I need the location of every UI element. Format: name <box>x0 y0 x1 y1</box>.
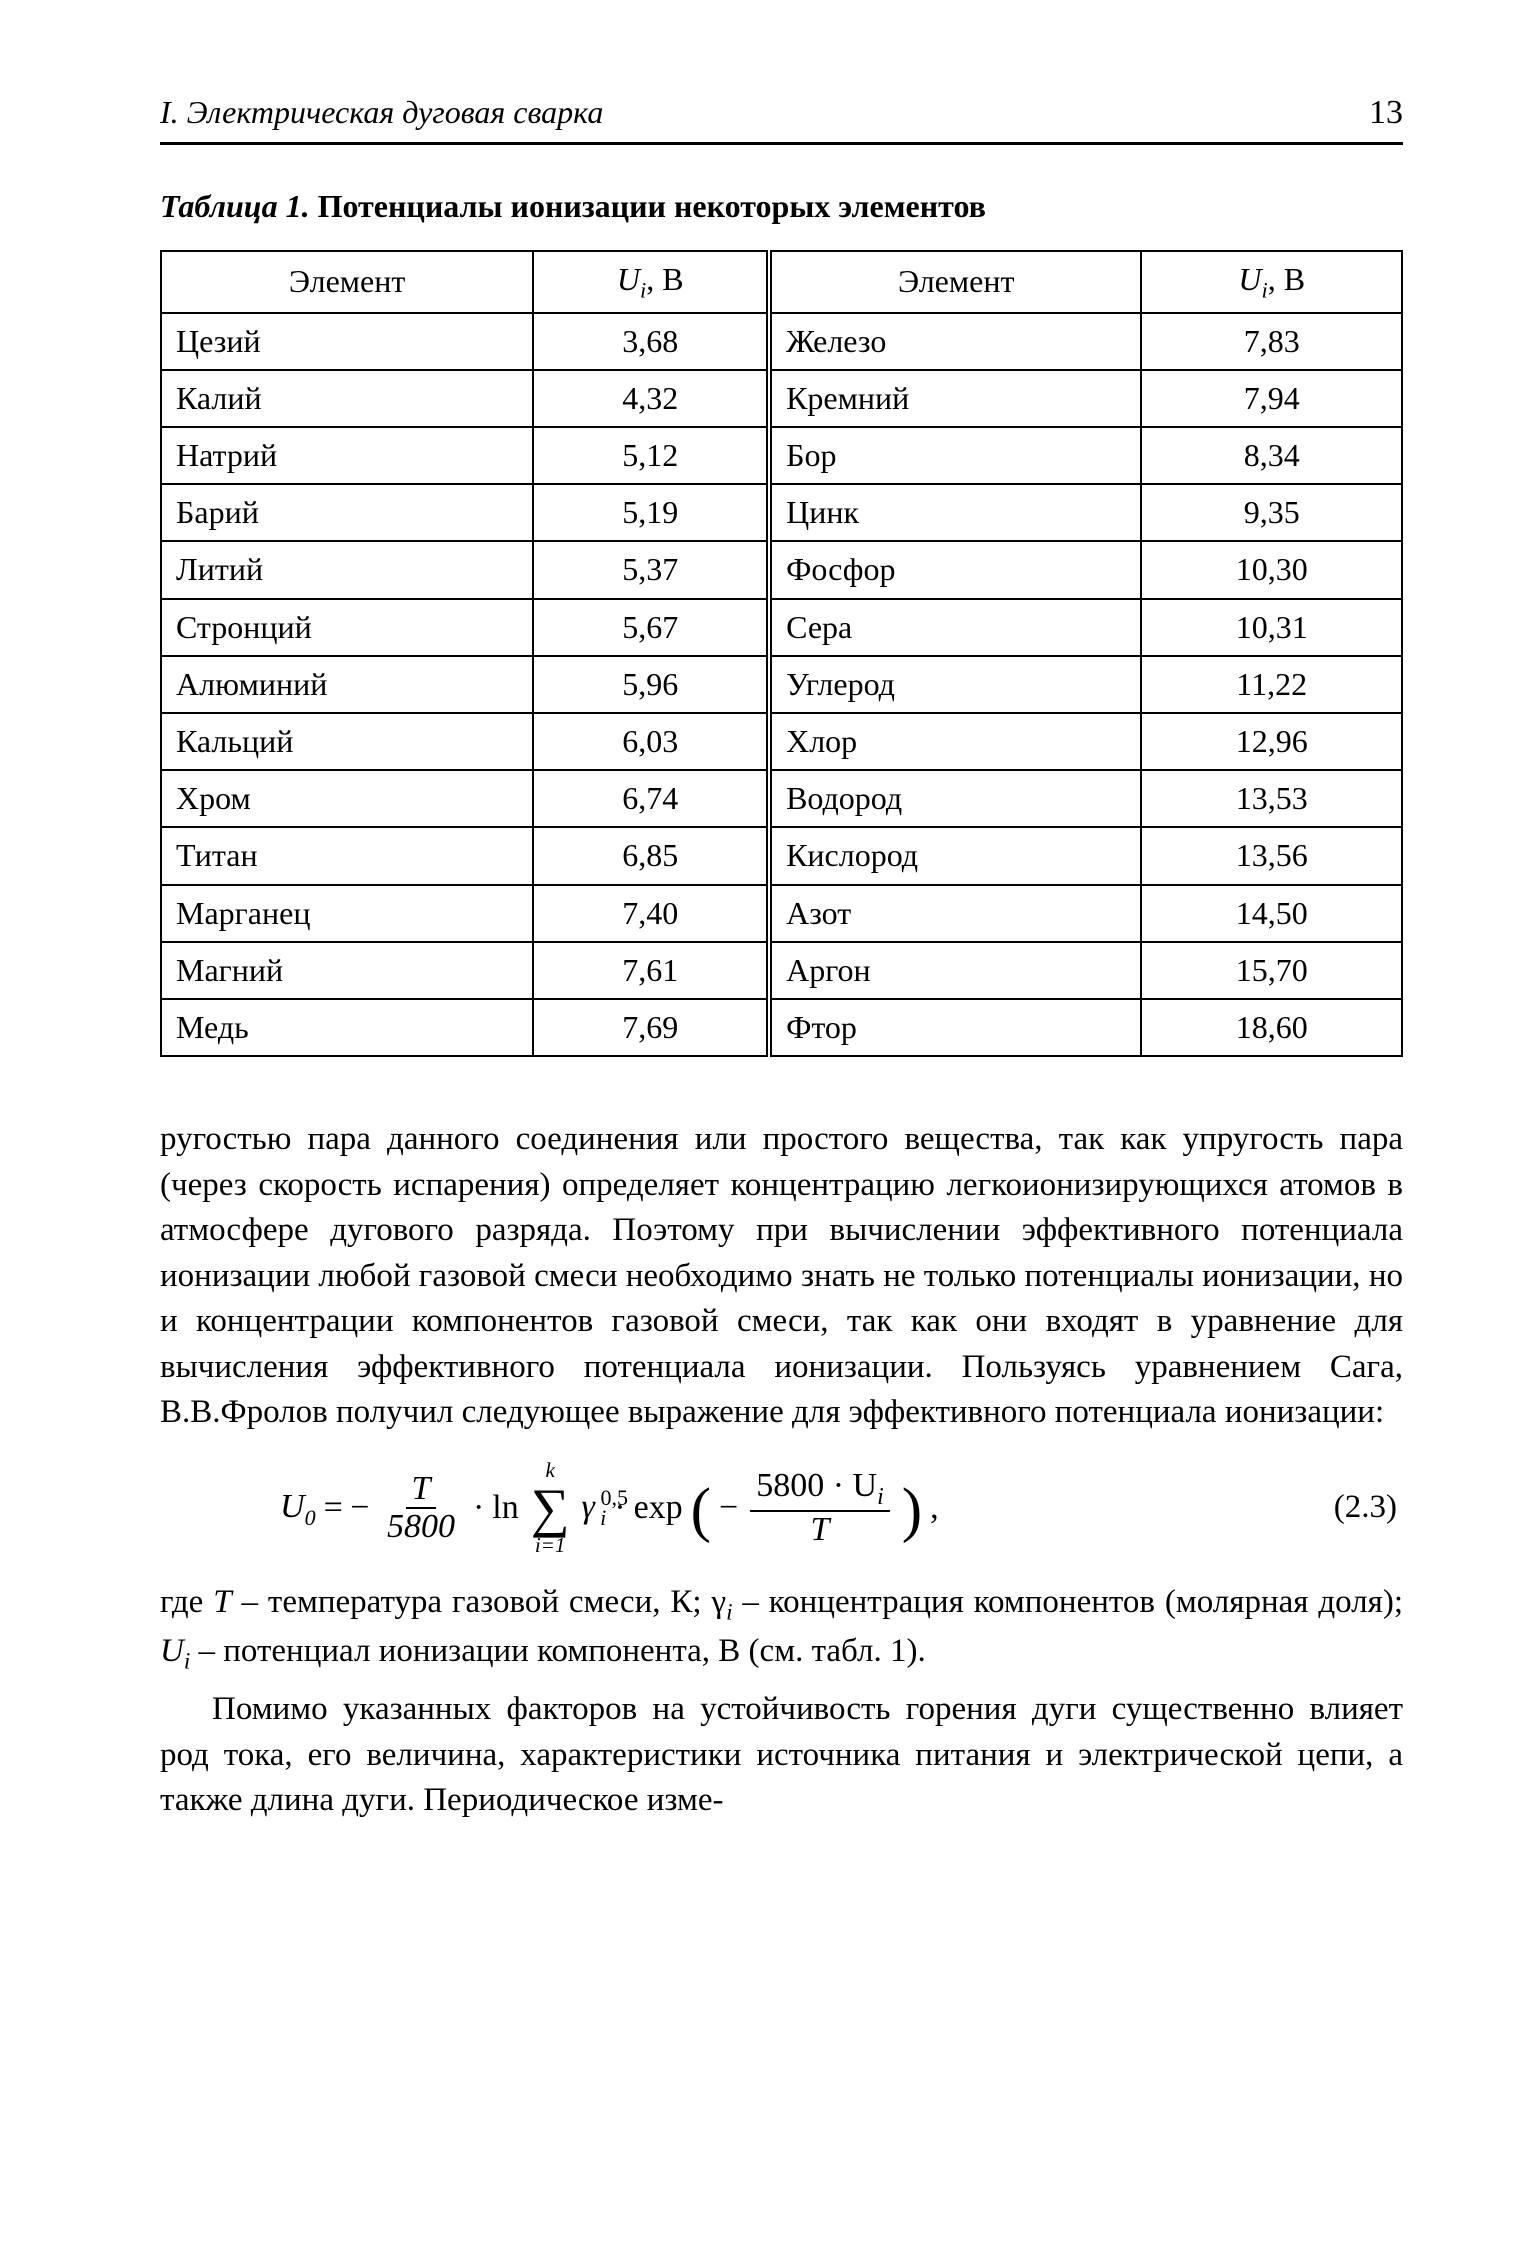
paragraph-3: Помимо указанных факторов на устойчивост… <box>160 1687 1403 1824</box>
table-row: Алюминий5,96Углерод11,22 <box>161 656 1402 713</box>
formula-row: U0 = − T 5800 · ln k ∑ i=1 γ 0,5i · exp( <box>160 1460 1403 1557</box>
cell-element: Алюминий <box>161 656 533 713</box>
cell-element: Кремний <box>769 370 1141 427</box>
cell-value: 5,12 <box>533 427 769 484</box>
formula: U0 = − T 5800 · ln k ∑ i=1 γ 0,5i · exp( <box>160 1460 939 1557</box>
cell-element: Хлор <box>769 713 1141 770</box>
table-header-row: Элемент Ui, В Элемент Ui, В <box>161 251 1402 313</box>
cell-element: Сера <box>769 599 1141 656</box>
cell-element: Натрий <box>161 427 533 484</box>
table-row: Цезий3,68Железо7,83 <box>161 313 1402 370</box>
cell-value: 12,96 <box>1141 713 1402 770</box>
cell-element: Фосфор <box>769 541 1141 598</box>
cell-element: Аргон <box>769 942 1141 999</box>
cell-element: Кислород <box>769 827 1141 884</box>
caption-text: Потенциалы ионизации некоторых элементов <box>318 188 986 224</box>
cell-element: Бор <box>769 427 1141 484</box>
cell-element: Водород <box>769 770 1141 827</box>
cell-element: Хром <box>161 770 533 827</box>
cell-value: 10,30 <box>1141 541 1402 598</box>
table-row: Медь7,69Фтор18,60 <box>161 999 1402 1056</box>
page: I. Электрическая дуговая сварка 13 Табли… <box>0 0 1533 2253</box>
cell-value: 15,70 <box>1141 942 1402 999</box>
cell-value: 4,32 <box>533 370 769 427</box>
table-row: Магний7,61Аргон15,70 <box>161 942 1402 999</box>
cell-value: 5,67 <box>533 599 769 656</box>
table-row: Хром6,74Водород13,53 <box>161 770 1402 827</box>
cell-value: 5,37 <box>533 541 769 598</box>
paragraph-2: где T – температура газовой смеси, К; γi… <box>160 1580 1403 1677</box>
cell-value: 9,35 <box>1141 484 1402 541</box>
page-number: 13 <box>1369 90 1403 136</box>
col-element-2: Элемент <box>769 251 1141 313</box>
cell-value: 6,74 <box>533 770 769 827</box>
cell-element: Магний <box>161 942 533 999</box>
cell-element: Барий <box>161 484 533 541</box>
header-unit: , В <box>646 261 683 297</box>
header-var: U <box>617 261 640 297</box>
cell-value: 5,19 <box>533 484 769 541</box>
table-row: Титан6,85Кислород13,56 <box>161 827 1402 884</box>
table-row: Кальций6,03Хлор12,96 <box>161 713 1402 770</box>
cell-value: 10,31 <box>1141 599 1402 656</box>
cell-element: Калий <box>161 370 533 427</box>
section-title: I. Электрическая дуговая сварка <box>160 91 603 134</box>
cell-element: Марганец <box>161 885 533 942</box>
cell-value: 3,68 <box>533 313 769 370</box>
cell-value: 5,96 <box>533 656 769 713</box>
cell-value: 11,22 <box>1141 656 1402 713</box>
cell-element: Цинк <box>769 484 1141 541</box>
table-body: Цезий3,68Железо7,83Калий4,32Кремний7,94Н… <box>161 313 1402 1056</box>
table-row: Натрий5,12Бор8,34 <box>161 427 1402 484</box>
col-value-2: Ui, В <box>1141 251 1402 313</box>
cell-value: 14,50 <box>1141 885 1402 942</box>
cell-value: 8,34 <box>1141 427 1402 484</box>
cell-element: Азот <box>769 885 1141 942</box>
table-row: Барий5,19Цинк9,35 <box>161 484 1402 541</box>
cell-element: Цезий <box>161 313 533 370</box>
equation-number: (2.3) <box>1334 1485 1403 1531</box>
cell-value: 18,60 <box>1141 999 1402 1056</box>
col-element-1: Элемент <box>161 251 533 313</box>
cell-element: Железо <box>769 313 1141 370</box>
cell-value: 7,61 <box>533 942 769 999</box>
header-var: U <box>1238 261 1261 297</box>
caption-label: Таблица 1. <box>160 188 310 224</box>
paragraph-1: ругостью пара данного соединения или про… <box>160 1117 1403 1436</box>
cell-element: Титан <box>161 827 533 884</box>
cell-element: Фтор <box>769 999 1141 1056</box>
body-text: ругостью пара данного соединения или про… <box>160 1117 1403 1824</box>
cell-value: 7,94 <box>1141 370 1402 427</box>
table-row: Литий5,37Фосфор10,30 <box>161 541 1402 598</box>
table-caption: Таблица 1. Потенциалы ионизации некоторы… <box>160 185 1403 228</box>
cell-value: 13,56 <box>1141 827 1402 884</box>
cell-value: 7,69 <box>533 999 769 1056</box>
cell-element: Кальций <box>161 713 533 770</box>
cell-value: 13,53 <box>1141 770 1402 827</box>
table-row: Стронций5,67Сера10,31 <box>161 599 1402 656</box>
running-head: I. Электрическая дуговая сварка 13 <box>160 90 1403 145</box>
cell-element: Стронций <box>161 599 533 656</box>
cell-value: 7,83 <box>1141 313 1402 370</box>
cell-value: 6,85 <box>533 827 769 884</box>
table-row: Калий4,32Кремний7,94 <box>161 370 1402 427</box>
cell-element: Медь <box>161 999 533 1056</box>
cell-element: Литий <box>161 541 533 598</box>
cell-value: 7,40 <box>533 885 769 942</box>
col-value-1: Ui, В <box>533 251 769 313</box>
cell-element: Углерод <box>769 656 1141 713</box>
table-row: Марганец7,40Азот14,50 <box>161 885 1402 942</box>
cell-value: 6,03 <box>533 713 769 770</box>
ionization-table: Элемент Ui, В Элемент Ui, В Цезий3,68Жел… <box>160 250 1403 1057</box>
header-unit: , В <box>1268 261 1305 297</box>
